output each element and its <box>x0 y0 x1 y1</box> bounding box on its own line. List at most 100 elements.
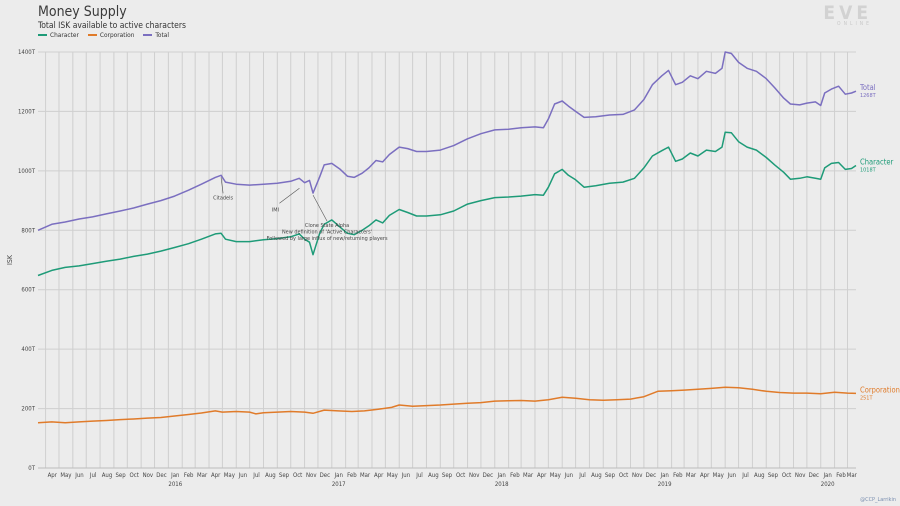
x-tick-label: Dec <box>646 472 656 479</box>
y-tick-label: 400T <box>21 346 35 353</box>
x-tick-label: Dec <box>156 472 166 479</box>
x-tick-label: May <box>387 472 399 479</box>
legend-label-total: Total <box>155 31 169 39</box>
annotation-leader <box>312 195 328 222</box>
series-end-value-character: 1018T <box>860 168 877 174</box>
series-end-label-total: Total <box>859 83 876 92</box>
series-end-label-corporation: Corporation <box>860 385 900 394</box>
x-tick-label: Nov <box>143 472 154 479</box>
legend-label-character: Character <box>50 31 79 39</box>
chart-subtitle: Total ISK available to active characters <box>38 21 187 31</box>
x-tick-label: May <box>550 472 562 479</box>
x-tick-label: Aug <box>754 472 765 479</box>
x-tick-label: Sep <box>442 472 453 479</box>
x-tick-label: Mar <box>523 472 534 479</box>
legend-label-corporation: Corporation <box>99 31 135 39</box>
x-tick-label: Oct <box>456 472 465 479</box>
series-end-value-corporation: 251T <box>860 395 873 401</box>
y-tick-label: 1400T <box>18 49 36 56</box>
x-tick-label: Nov <box>795 472 806 479</box>
legend-swatch-total <box>143 34 153 36</box>
x-year-label: 2020 <box>821 481 835 488</box>
x-tick-label: Apr <box>211 472 221 479</box>
series-end-label-character: Character <box>860 158 894 167</box>
x-tick-label: Jun <box>74 472 83 479</box>
x-tick-label: Sep <box>605 472 616 479</box>
y-tick-label: 200T <box>21 406 35 413</box>
x-tick-label: Apr <box>537 472 547 479</box>
annotation-leader <box>279 188 300 204</box>
legend-item-total: Total <box>143 31 169 39</box>
x-tick-label: Nov <box>469 472 480 479</box>
x-tick-label: Mar <box>197 472 208 479</box>
legend-swatch-corporation <box>87 34 97 36</box>
annotation-leader <box>220 177 224 194</box>
x-tick-label: Jul <box>89 472 97 479</box>
x-tick-label: Apr <box>374 472 384 479</box>
x-tick-label: Jan <box>170 472 179 479</box>
eve-online-logo: EVE ONLINE <box>823 2 872 27</box>
x-tick-label: Oct <box>782 472 791 479</box>
x-tick-label: Feb <box>347 472 357 479</box>
x-tick-label: Feb <box>673 472 683 479</box>
x-tick-label: Jun <box>238 472 247 479</box>
x-year-label: 2017 <box>332 481 346 488</box>
x-tick-label: Jun <box>564 472 573 479</box>
x-tick-label: Feb <box>184 472 194 479</box>
logo-word: EVE <box>823 2 872 24</box>
x-tick-label: Nov <box>306 472 317 479</box>
x-year-label: 2019 <box>658 481 672 488</box>
x-tick-label: Nov <box>632 472 643 479</box>
series-end-value-total: 1268T <box>860 93 877 99</box>
x-tick-label: May <box>224 472 236 479</box>
x-tick-label: Jul <box>252 472 260 479</box>
author-credit: @CCP_Larrikin <box>860 497 896 503</box>
x-tick-label: Jan <box>334 472 343 479</box>
x-tick-label: Aug <box>428 472 439 479</box>
x-tick-label: Aug <box>102 472 113 479</box>
legend-item-character: Character <box>38 31 79 39</box>
x-tick-label: Dec <box>483 472 493 479</box>
y-axis-label: ISK <box>6 254 14 265</box>
x-tick-label: Jun <box>727 472 736 479</box>
series-line-total <box>37 51 857 231</box>
chart-title: Money Supply <box>38 4 127 20</box>
x-tick-label: Oct <box>293 472 302 479</box>
x-tick-label: Sep <box>279 472 290 479</box>
y-tick-label: 1200T <box>18 108 36 115</box>
x-tick-label: Jan <box>497 472 506 479</box>
x-tick-label: Apr <box>700 472 710 479</box>
annotation-alpha-line: Followed by large influx of new/returnin… <box>267 236 388 242</box>
x-tick-label: Jun <box>401 472 410 479</box>
x-year-label: 2016 <box>168 481 182 488</box>
x-tick-label: Mar <box>847 472 858 479</box>
x-tick-label: Dec <box>809 472 819 479</box>
x-tick-label: Aug <box>265 472 276 479</box>
y-tick-label: 800T <box>21 227 35 234</box>
series-line-corporation <box>37 386 857 424</box>
x-tick-label: Jan <box>822 472 831 479</box>
annotation-alpha-line: New definition of 'Active Characters' <box>282 230 372 236</box>
legend: Character Corporation Total <box>38 31 169 39</box>
y-tick-label: 600T <box>21 287 35 294</box>
x-tick-label: Jan <box>660 472 669 479</box>
annotation-citadels: Citadels <box>213 195 233 201</box>
x-tick-label: Dec <box>320 472 330 479</box>
x-tick-label: Mar <box>360 472 371 479</box>
x-tick-label: May <box>60 472 72 479</box>
x-tick-label: Sep <box>116 472 127 479</box>
x-tick-label: Jul <box>578 472 586 479</box>
x-tick-label: Mar <box>686 472 697 479</box>
x-tick-label: May <box>713 472 725 479</box>
legend-swatch-character <box>38 34 47 36</box>
y-tick-label: 0T <box>28 465 35 472</box>
x-tick-label: Oct <box>619 472 628 479</box>
annotation-alpha-line: Clone State Alpha <box>305 223 349 229</box>
x-tick-label: Jul <box>415 472 423 479</box>
x-tick-label: Sep <box>768 472 779 479</box>
x-tick-label: Feb <box>836 472 846 479</box>
x-tick-label: Feb <box>510 472 520 479</box>
series-line-character <box>37 131 857 277</box>
annotation-imi: IMI <box>272 207 279 213</box>
